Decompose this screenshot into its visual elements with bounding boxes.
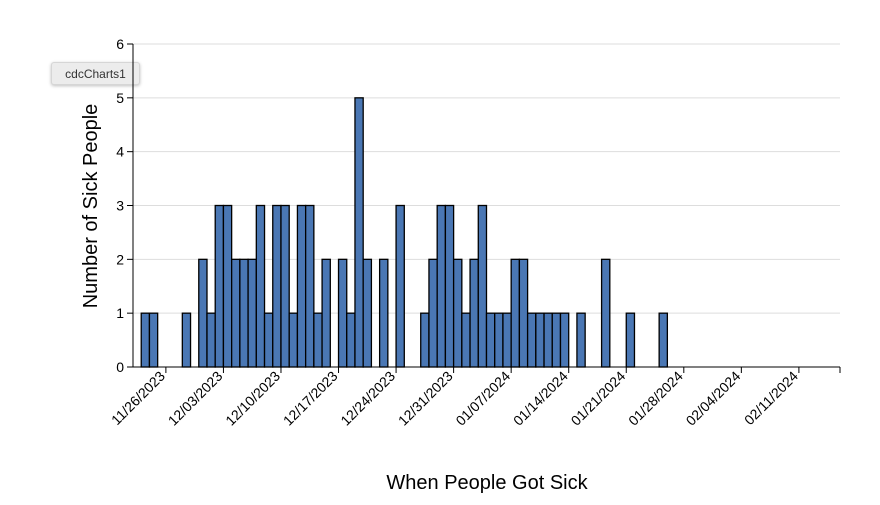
bar	[444, 204, 455, 368]
bar	[304, 204, 315, 368]
bar	[214, 204, 225, 368]
bar	[280, 204, 290, 368]
bar	[255, 204, 266, 368]
x-tick-label: 12/24/2023	[337, 368, 398, 429]
bar	[362, 258, 373, 368]
x-tick-label: 01/21/2024	[568, 368, 629, 429]
y-tick-label: 5	[116, 90, 124, 106]
bar	[518, 258, 529, 368]
bar	[477, 204, 488, 368]
bar	[551, 312, 562, 368]
bar	[288, 312, 299, 368]
x-tick-label: 12/03/2023	[165, 368, 226, 429]
bar	[625, 312, 636, 368]
bar	[428, 258, 438, 368]
bar	[239, 258, 249, 368]
bar	[354, 97, 364, 368]
bar	[494, 312, 504, 368]
y-tick-label: 3	[116, 198, 124, 214]
bar	[337, 258, 348, 368]
bar	[148, 312, 159, 368]
x-tick-label: 01/07/2024	[452, 368, 513, 429]
bar	[181, 312, 192, 368]
bar	[395, 204, 405, 368]
chart-name-tooltip: cdcCharts1	[51, 62, 140, 85]
bar	[272, 204, 282, 368]
bar	[231, 258, 241, 368]
bar	[461, 312, 471, 368]
bar	[452, 258, 463, 368]
x-axis-title: When People Got Sick	[386, 472, 588, 494]
bar	[420, 312, 430, 368]
bar	[378, 258, 389, 368]
x-tick-label: 12/10/2023	[222, 368, 283, 429]
bar	[576, 312, 586, 368]
bar	[296, 204, 307, 368]
bar	[436, 204, 447, 368]
y-tick-label: 2	[116, 251, 124, 267]
bar	[526, 312, 537, 368]
x-tick-label: 11/26/2023	[108, 368, 168, 428]
bar	[502, 312, 512, 368]
bar	[247, 258, 257, 368]
bar	[510, 258, 521, 368]
bar	[600, 258, 611, 368]
bar	[321, 258, 331, 368]
x-tick-label: 02/04/2024	[683, 368, 744, 429]
bar	[206, 312, 216, 368]
y-tick-label: 0	[116, 359, 124, 375]
bar	[535, 312, 545, 368]
x-tick-label: 12/31/2023	[395, 368, 456, 429]
bar	[140, 312, 151, 368]
bar	[346, 312, 356, 368]
bar	[559, 312, 570, 368]
bar	[543, 312, 553, 368]
x-tick-label: 01/28/2024	[625, 368, 686, 429]
bar	[263, 312, 274, 368]
bar	[485, 312, 496, 368]
bar	[313, 312, 323, 368]
bar	[658, 312, 669, 368]
bar	[222, 204, 233, 368]
x-tick-label: 01/14/2024	[510, 368, 571, 429]
x-tick-label: 12/17/2023	[280, 368, 341, 429]
y-tick-label: 1	[116, 305, 124, 321]
bar	[198, 258, 208, 368]
bars-layer	[140, 97, 669, 368]
x-tick-label: 02/11/2024	[741, 368, 801, 428]
y-axis-title: Number of Sick People	[80, 104, 102, 309]
y-tick-label: 4	[116, 144, 124, 160]
y-tick-label: 6	[116, 36, 124, 52]
bar	[469, 258, 479, 368]
